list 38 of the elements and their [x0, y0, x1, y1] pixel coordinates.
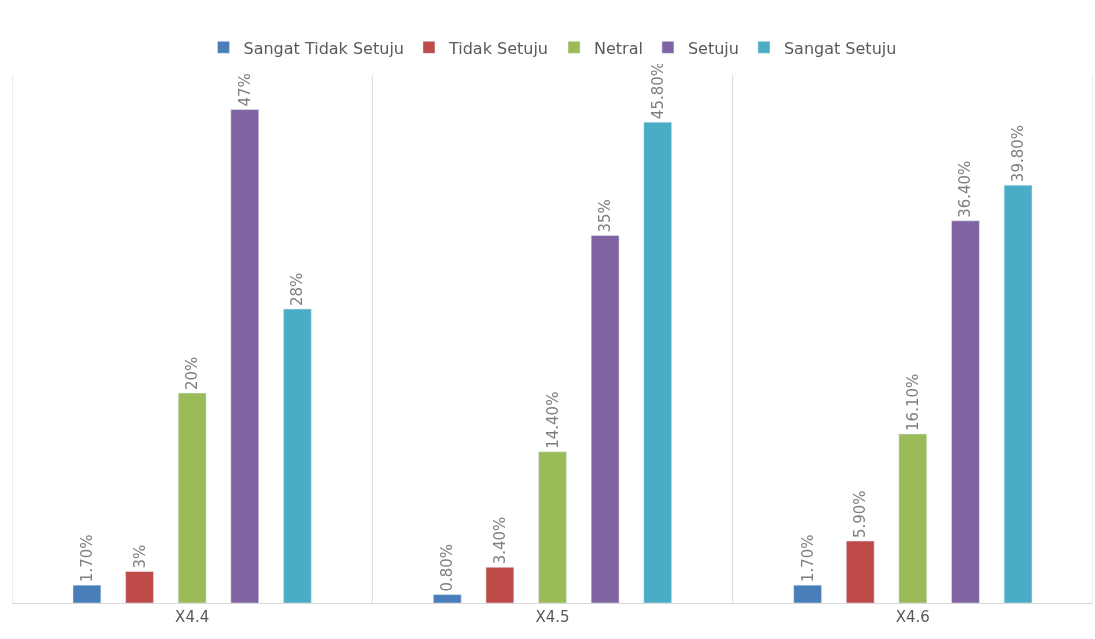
- bar: [538, 451, 567, 603]
- bar: [793, 584, 822, 603]
- data-label: 1.70%: [77, 534, 96, 583]
- bar: [177, 392, 207, 603]
- bar: [485, 567, 515, 603]
- data-label: 3.40%: [490, 516, 509, 565]
- bar: [1003, 184, 1033, 603]
- data-label: 45.80%: [648, 61, 667, 120]
- x-tick-label: X4.4: [175, 608, 210, 626]
- data-label: 39.80%: [1009, 124, 1028, 183]
- bar: [283, 308, 312, 603]
- legend-label: Netral: [594, 38, 643, 58]
- legend-label: Sangat Tidak Setuju: [243, 38, 404, 58]
- bar: [898, 433, 928, 603]
- data-label: 0.80%: [438, 543, 457, 592]
- data-label: 36.40%: [956, 160, 975, 218]
- bar: [125, 571, 154, 603]
- legend-label: Tidak Setuju: [447, 38, 549, 58]
- data-label: 16.10%: [903, 373, 922, 431]
- data-label: 20%: [183, 356, 202, 391]
- bar: [590, 235, 620, 603]
- bar: [72, 584, 102, 603]
- data-label: 5.90%: [851, 490, 870, 539]
- data-label: 28%: [288, 272, 307, 307]
- bar: [846, 540, 875, 603]
- x-tick-label: X4.5: [535, 608, 570, 626]
- legend-label: Setuju: [687, 38, 739, 58]
- bar: [951, 220, 980, 603]
- data-label: 1.70%: [798, 534, 817, 583]
- data-label: 14.40%: [543, 391, 562, 449]
- data-label: 47%: [235, 73, 254, 107]
- bar: [643, 121, 672, 603]
- legend-label: Sangat Setuju: [783, 38, 897, 58]
- bar: [433, 594, 462, 603]
- bar: [230, 109, 259, 603]
- x-tick-label: X4.6: [895, 608, 930, 626]
- data-label: 3%: [130, 544, 149, 569]
- data-label: 35%: [596, 199, 615, 233]
